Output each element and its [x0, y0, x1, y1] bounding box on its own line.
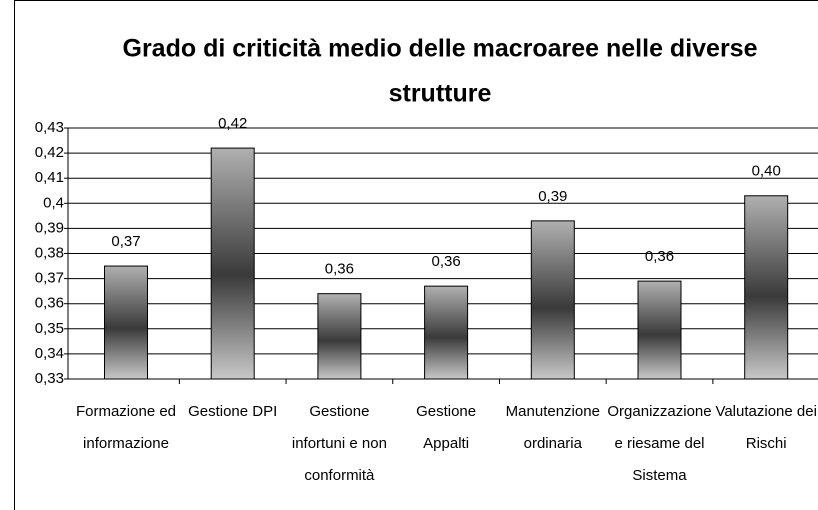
- x-tick-label: Gestione: [416, 403, 476, 420]
- bar: [530, 220, 575, 380]
- data-label: 0,37: [111, 233, 140, 250]
- x-tick-label: Valutazione dei: [715, 403, 816, 420]
- x-tick-label: Organizzazione: [607, 403, 711, 420]
- y-tick-label: 0,34: [35, 345, 64, 362]
- x-tick-label: ordinaria: [524, 435, 583, 452]
- y-tick-label: 0,43: [35, 119, 64, 136]
- bar: [744, 195, 789, 380]
- y-tick-label: 0,42: [35, 144, 64, 161]
- y-tick-label: 0,39: [35, 219, 64, 236]
- y-tick-label: 0,37: [35, 270, 64, 287]
- data-label: 0,40: [752, 163, 781, 180]
- x-tick-label: conformità: [304, 467, 375, 484]
- data-label: 0,42: [218, 115, 247, 132]
- chart-title: strutture: [389, 80, 492, 108]
- x-tick-label: e riesame del: [614, 435, 704, 452]
- bar: [317, 293, 362, 380]
- x-tick-label: Gestione DPI: [188, 403, 277, 420]
- x-tick-label: Gestione: [309, 403, 369, 420]
- chart-title: Grado di criticità medio delle macroaree…: [123, 35, 758, 63]
- y-tick-label: 0,33: [35, 370, 64, 387]
- bar: [210, 147, 255, 380]
- x-tick-label: infortuni e non: [292, 435, 387, 452]
- y-tick-label: 0,36: [35, 295, 64, 312]
- x-tick-label: Formazione ed: [76, 403, 176, 420]
- bar: [424, 285, 469, 380]
- y-tick-label: 0,4: [43, 194, 64, 211]
- bar: [637, 280, 682, 380]
- data-label: 0,36: [325, 261, 354, 278]
- x-tick-label: Manutenzione: [506, 403, 600, 420]
- x-tick-label: informazione: [83, 435, 169, 452]
- y-tick-label: 0,41: [35, 169, 64, 186]
- data-label: 0,36: [645, 248, 674, 265]
- data-label: 0,39: [538, 188, 567, 205]
- x-tick-label: Sistema: [632, 467, 687, 484]
- y-tick-label: 0,35: [35, 320, 64, 337]
- bar: [104, 265, 148, 380]
- x-tick-label: Rischi: [746, 435, 787, 452]
- y-tick-label: 0,38: [35, 244, 64, 261]
- data-label: 0,36: [431, 253, 460, 270]
- x-tick-label: Appalti: [423, 435, 469, 452]
